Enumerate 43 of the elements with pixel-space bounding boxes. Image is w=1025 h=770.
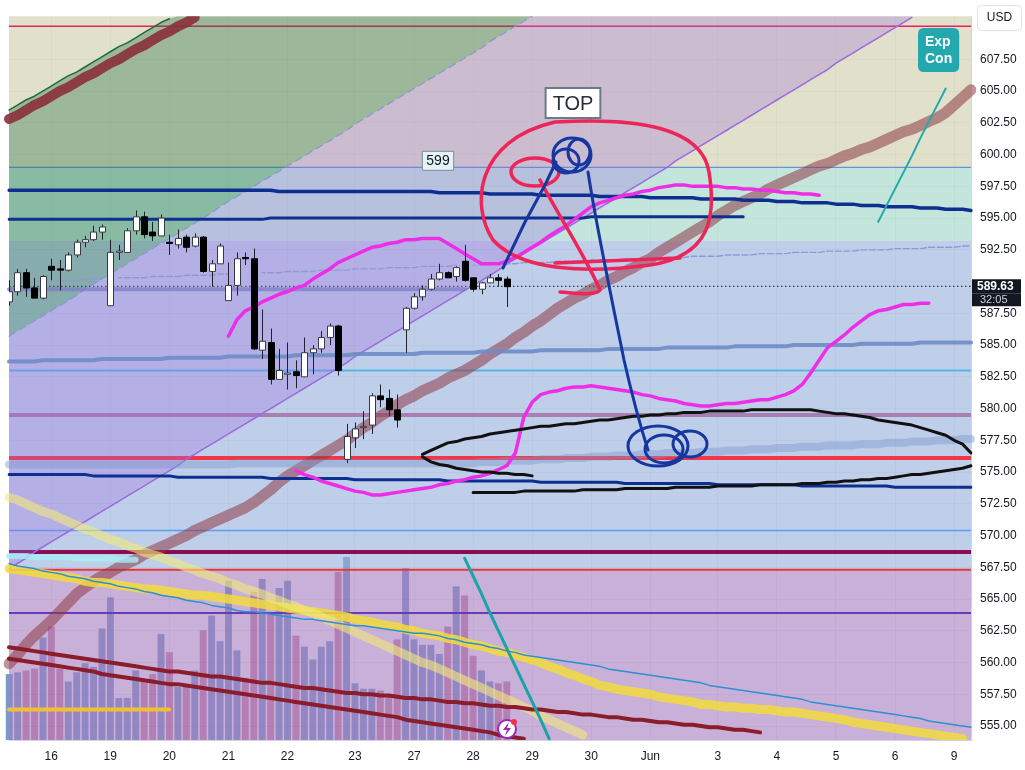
- x-tick-label: 5: [832, 748, 840, 763]
- y-tick-label: 575.00: [980, 464, 1018, 479]
- x-tick-label: 23: [348, 748, 362, 763]
- y-tick-label: 592.50: [980, 242, 1018, 257]
- x-tick-label: 6: [891, 748, 899, 763]
- x-tick-label: 22: [280, 748, 295, 763]
- x-tick-label: 27: [407, 748, 422, 763]
- x-tick-label: 20: [162, 748, 177, 763]
- text: 32:05: [980, 292, 1008, 305]
- x-tick-label: 9: [950, 748, 958, 763]
- y-tick-label: 600.00: [980, 146, 1018, 161]
- x-tick-label: 29: [525, 748, 540, 763]
- y-tick-label: 555.00: [980, 718, 1018, 733]
- y-tick-label: 582.50: [980, 369, 1018, 384]
- x-tick-label: 28: [466, 748, 481, 763]
- ref-line-label: 589.63: [977, 279, 1015, 294]
- y-tick-label: 562.50: [980, 623, 1018, 638]
- y-tick-label: 587.50: [980, 305, 1018, 320]
- x-tick-label: 4: [773, 748, 781, 763]
- y-tick-label: 595.00: [980, 210, 1018, 225]
- y-tick-label: 602.50: [980, 115, 1018, 130]
- x-tick-label: 16: [44, 748, 59, 763]
- y-tick-label: 607.50: [980, 51, 1018, 66]
- x-tick-label: 3: [714, 748, 722, 763]
- y-tick-label: 572.50: [980, 496, 1018, 511]
- x-tick-label: Jun: [640, 748, 661, 763]
- y-tick-label: 560.00: [980, 654, 1018, 669]
- annotation: TOP: [552, 91, 594, 114]
- y-tick-label: 567.50: [980, 559, 1018, 574]
- y-tick-label: 577.50: [980, 432, 1018, 447]
- ref-line-label: 599: [426, 152, 450, 169]
- y-tick-label: 597.50: [980, 178, 1018, 193]
- y-tick-label: 605.00: [980, 83, 1018, 98]
- y-axis-title: USD: [986, 10, 1013, 25]
- x-tick-label: 19: [103, 748, 118, 763]
- y-tick-label: 570.00: [980, 527, 1018, 542]
- annotation: Exp Con: [925, 32, 953, 66]
- y-tick-label: 557.50: [980, 686, 1018, 701]
- y-tick-label: 580.00: [980, 400, 1018, 415]
- x-tick-label: 30: [584, 748, 599, 763]
- y-tick-label: 585.00: [980, 337, 1018, 352]
- y-tick-label: 565.00: [980, 591, 1018, 606]
- x-tick-label: 21: [221, 748, 236, 763]
